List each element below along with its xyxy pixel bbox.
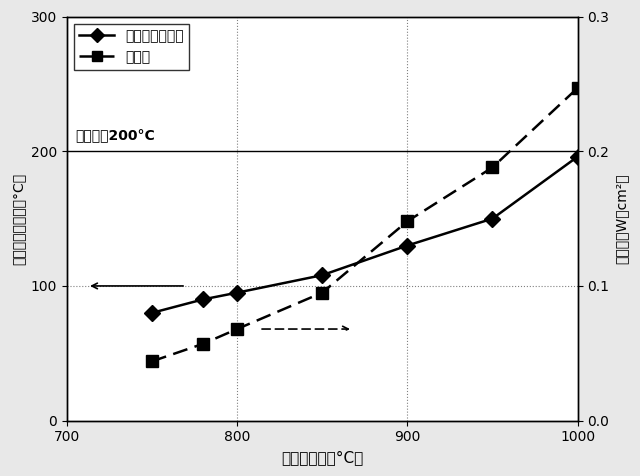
Text: 管理温度200°C: 管理温度200°C — [76, 128, 155, 142]
Y-axis label: 素子加熱面温度（°C）: 素子加熱面温度（°C） — [11, 172, 25, 265]
X-axis label: スラブ温度（°C）: スラブ温度（°C） — [281, 450, 364, 465]
Legend: 素子加熱面温度, 発電量: 素子加熱面温度, 発電量 — [74, 23, 189, 69]
Y-axis label: 発電量（W／cm²）: 発電量（W／cm²） — [615, 173, 629, 264]
